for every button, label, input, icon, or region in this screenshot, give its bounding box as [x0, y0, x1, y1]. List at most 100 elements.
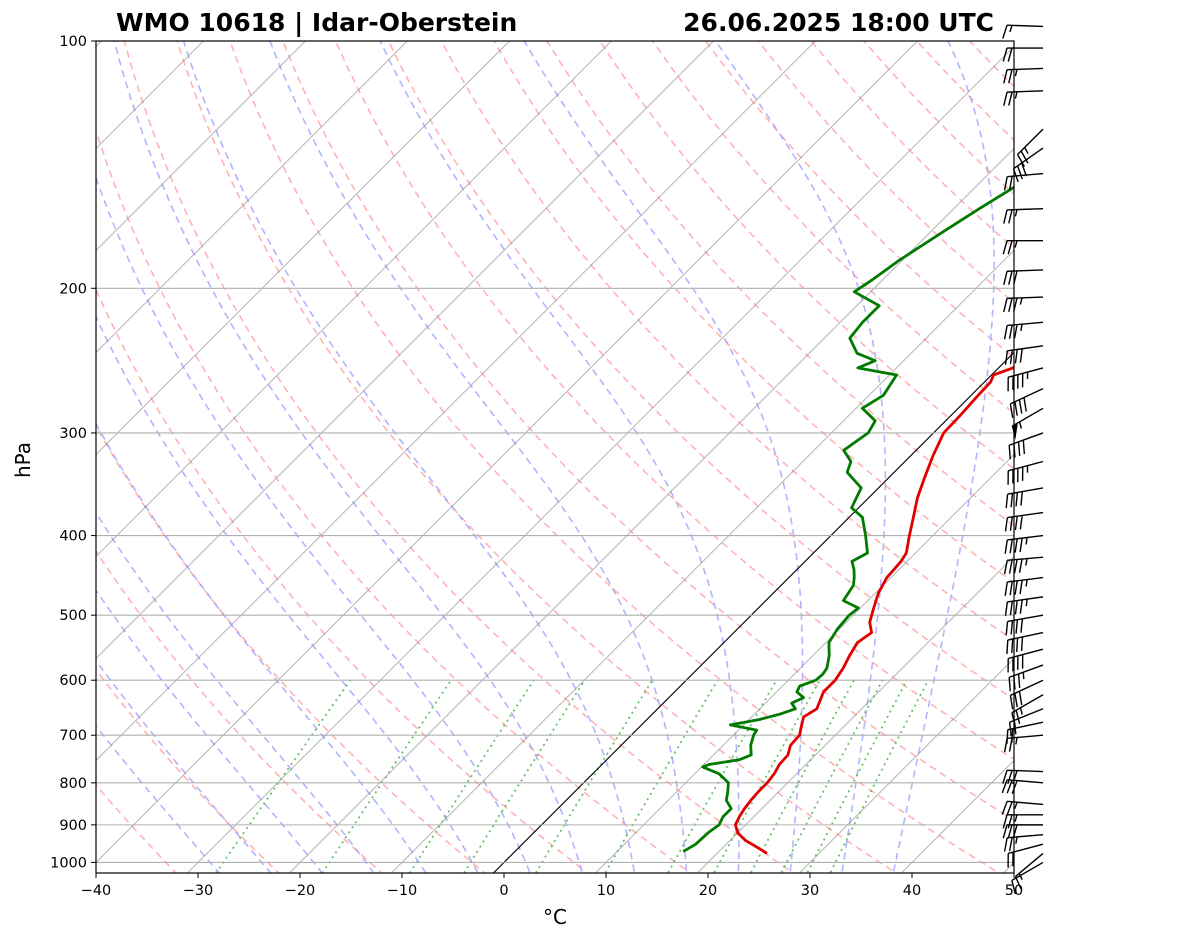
- dry-adiabat-line: [176, 41, 898, 873]
- barb-flag: [1002, 240, 1008, 255]
- barb-staff: [1007, 172, 1044, 178]
- barb-staff: [1007, 345, 1044, 352]
- barb-flag: [1006, 640, 1009, 655]
- dry-adiabat-line: [599, 41, 1014, 470]
- wind-barb: [1005, 487, 1044, 509]
- dry-adiabat-line: [916, 41, 1014, 142]
- y-axis-label: hPa: [11, 442, 35, 478]
- x-tick-label: 10: [597, 883, 615, 899]
- wind-barb: [1004, 345, 1044, 365]
- wind-barb: [1003, 296, 1044, 313]
- isotherm-line: [96, 41, 919, 864]
- barb-flag: [1022, 440, 1026, 455]
- barb-staff: [1008, 432, 1044, 446]
- barb-flag: [1008, 69, 1013, 84]
- barb-flag: [1003, 271, 1008, 286]
- dry-adiabat-line: [387, 41, 1014, 701]
- pressure-gridlines: [96, 41, 1014, 864]
- wind-barb: [1011, 694, 1044, 727]
- barb-staff: [1006, 67, 1044, 71]
- barb-flag: [1013, 559, 1018, 574]
- moist-adiabat-line: [182, 41, 636, 873]
- moist-adiabat-line: [269, 41, 688, 873]
- barb-half-flag: [1018, 421, 1023, 429]
- barb-flag: [1013, 675, 1016, 690]
- barb-staff: [1007, 631, 1044, 641]
- y-tick-label: 700: [59, 728, 87, 744]
- wind-barb: [1002, 769, 1044, 785]
- isotherm-line: [96, 41, 511, 456]
- barb-flag: [1009, 403, 1014, 418]
- dry-adiabat-line: [863, 41, 1014, 196]
- chart-title-station: WMO 10618 | Idar-Oberstein: [116, 8, 517, 37]
- moist-adiabat-line: [523, 41, 804, 873]
- barb-flag: [1004, 350, 1009, 365]
- barb-staff: [1007, 734, 1044, 740]
- wind-barb: [1007, 648, 1044, 673]
- barb-flag: [1018, 399, 1023, 414]
- barb-staff: [1007, 321, 1044, 327]
- wind-barb: [1003, 321, 1044, 340]
- barb-staff: [1007, 556, 1044, 562]
- barb-half-flag: [1025, 579, 1028, 587]
- isotherm-line: [96, 41, 307, 252]
- dry-adiabat-line: [123, 41, 795, 873]
- temperature-profile-line: [734, 365, 1014, 855]
- barb-flag: [1012, 824, 1018, 839]
- y-tick-label: 200: [59, 281, 87, 297]
- x-tick-label: 30: [801, 883, 819, 899]
- barb-staff: [1008, 460, 1044, 472]
- barb-staff: [1007, 576, 1044, 583]
- mixing-ratio-line: [829, 679, 930, 873]
- mixing-ratio-line: [321, 679, 452, 873]
- barb-flag: [1005, 494, 1009, 509]
- y-tick-label: 400: [59, 529, 87, 545]
- barb-staff: [1007, 800, 1044, 806]
- wind-barb: [1003, 67, 1044, 84]
- barb-flag: [1002, 24, 1008, 39]
- barb-flag: [1013, 443, 1016, 458]
- barb-flag: [1019, 599, 1023, 614]
- y-tick-label: 900: [59, 818, 87, 834]
- barb-staff: [1007, 487, 1044, 495]
- barb-half-flag: [1025, 599, 1028, 607]
- barb-flag: [1017, 673, 1021, 688]
- barb-flag: [1014, 538, 1018, 553]
- barb-flag: [1019, 348, 1023, 363]
- barb-flag: [1013, 297, 1018, 312]
- isotherm-line: [96, 41, 715, 660]
- moist-adiabat-line: [379, 41, 740, 873]
- y-tick-label: 500: [59, 608, 87, 624]
- barb-flag: [1014, 876, 1022, 890]
- barb-flag: [1013, 270, 1018, 285]
- x-tick-label: −40: [81, 883, 112, 899]
- dry-adiabat-line: [96, 287, 589, 873]
- barb-flag: [1002, 770, 1008, 784]
- barb-flag: [1014, 401, 1018, 416]
- barb-flag: [1003, 560, 1008, 575]
- barb-flag: [1019, 538, 1023, 553]
- barb-half-flag: [1014, 209, 1018, 217]
- isotherm-line: [96, 41, 613, 558]
- barb-flag: [1014, 693, 1018, 708]
- x-tick-label: 0: [499, 883, 508, 899]
- barb-flag: [1009, 350, 1013, 365]
- background-lines: [96, 41, 1014, 873]
- barb-flag: [1020, 491, 1024, 506]
- dry-adiabat-line: [96, 549, 384, 873]
- isotherm-line: [798, 657, 1014, 873]
- wind-barb: [1005, 614, 1044, 636]
- barb-staff: [1008, 843, 1044, 855]
- x-axis: −40−30−20−1001020304050: [81, 873, 1023, 899]
- dry-adiabat-line: [440, 41, 1014, 642]
- barb-flag: [1001, 801, 1008, 815]
- wind-barb: [1012, 147, 1044, 183]
- mixing-ratio-line: [713, 679, 821, 873]
- barb-staff: [1013, 147, 1044, 170]
- barb-staff: [1007, 721, 1044, 731]
- wind-barbs: [1001, 24, 1044, 895]
- barb-flag: [1002, 824, 1008, 839]
- barb-flag: [1004, 517, 1009, 532]
- barb-flag: [1010, 493, 1014, 508]
- wind-barb: [1002, 47, 1043, 62]
